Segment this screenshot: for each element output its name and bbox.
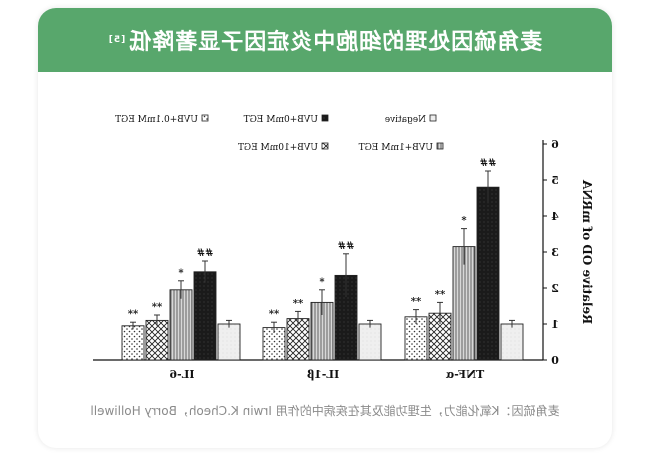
source-citation: 麦角硫因：K氧化能力，生理功能及其在疾病中的作用 Irwin K.Cheoh，B… xyxy=(90,404,560,418)
y-tick-label: 3 xyxy=(551,246,559,259)
bar xyxy=(145,319,169,361)
x-tick-label: TNF-α xyxy=(445,368,484,381)
legend-item: UVB+10mM EGT xyxy=(238,142,329,153)
significance-mark: ** xyxy=(268,309,279,320)
y-tick-label: 4 xyxy=(551,210,559,223)
legend-swatch xyxy=(321,142,329,150)
legend-label: UVB+1mM EGT xyxy=(359,143,433,153)
significance-mark: ** xyxy=(434,289,445,300)
significance-mark: ** xyxy=(410,297,421,308)
legend-swatch xyxy=(201,114,209,122)
y-tick-label: 5 xyxy=(551,174,559,187)
legend-label: UVB+0.1mM EGT xyxy=(115,115,198,125)
bar-series: ##*****TNF-α##*****IL-1β##*****IL-6 xyxy=(121,158,524,381)
bar xyxy=(358,323,382,361)
legend-swatch xyxy=(321,114,329,122)
bar xyxy=(193,271,217,361)
legend-label: UVB+10mM EGT xyxy=(238,143,318,153)
x-tick-label: IL-1β xyxy=(307,368,339,381)
bar xyxy=(500,323,524,361)
y-tick-label: 1 xyxy=(551,318,559,331)
bar-group: ##***** xyxy=(404,158,524,361)
y-tick-label: 6 xyxy=(551,138,559,151)
y-axis-label: Relative OD of mRNA xyxy=(580,179,594,324)
y-tick-label: 2 xyxy=(551,282,559,295)
bar-chart: Negative UVB+0mM EGT UVB+1mM EGT UVB+10mM E… xyxy=(93,114,594,381)
significance-mark: ## xyxy=(338,241,355,252)
significance-mark: ** xyxy=(292,298,303,309)
bar-group: ##***** xyxy=(262,241,382,361)
legend-item: UVB+0mM EGT xyxy=(244,114,329,125)
bar xyxy=(476,186,500,361)
significance-mark: ## xyxy=(480,158,497,169)
x-tick-label: IL-6 xyxy=(169,368,194,381)
significance-mark: * xyxy=(178,268,184,279)
y-tick-label: 0 xyxy=(551,354,559,367)
significance-mark: * xyxy=(319,277,325,288)
banner-title-text: 麦角硫因处理的细胞中炎症因子显著降低 xyxy=(128,30,543,55)
legend-item: UVB+1mM EGT xyxy=(359,142,444,153)
significance-mark: ** xyxy=(127,309,138,320)
title-banner xyxy=(38,8,612,72)
reference-mark: [5] xyxy=(107,35,126,45)
significance-mark: ## xyxy=(197,248,214,259)
legend-label: UVB+0mM EGT xyxy=(244,115,318,125)
significance-mark: ** xyxy=(151,302,162,313)
legend-item: Negative xyxy=(385,114,437,125)
legend-label: Negative xyxy=(385,115,426,125)
bar-group: ##***** xyxy=(121,248,241,361)
bar xyxy=(217,323,241,361)
legend-swatch xyxy=(429,114,437,122)
info-card: 麦角硫因处理的细胞中炎症因子显著降低 [5] xyxy=(38,8,612,448)
significance-mark: * xyxy=(461,216,467,227)
legend-swatch xyxy=(436,142,444,150)
chart-legend: Negative UVB+0mM EGT UVB+1mM EGT UVB+10mM E… xyxy=(115,114,444,153)
banner-title: 麦角硫因处理的细胞中炎症因子显著降低 [5] xyxy=(38,8,612,72)
legend-item: UVB+0.1mM EGT xyxy=(115,114,209,125)
bar xyxy=(169,289,193,361)
bar xyxy=(121,325,145,361)
